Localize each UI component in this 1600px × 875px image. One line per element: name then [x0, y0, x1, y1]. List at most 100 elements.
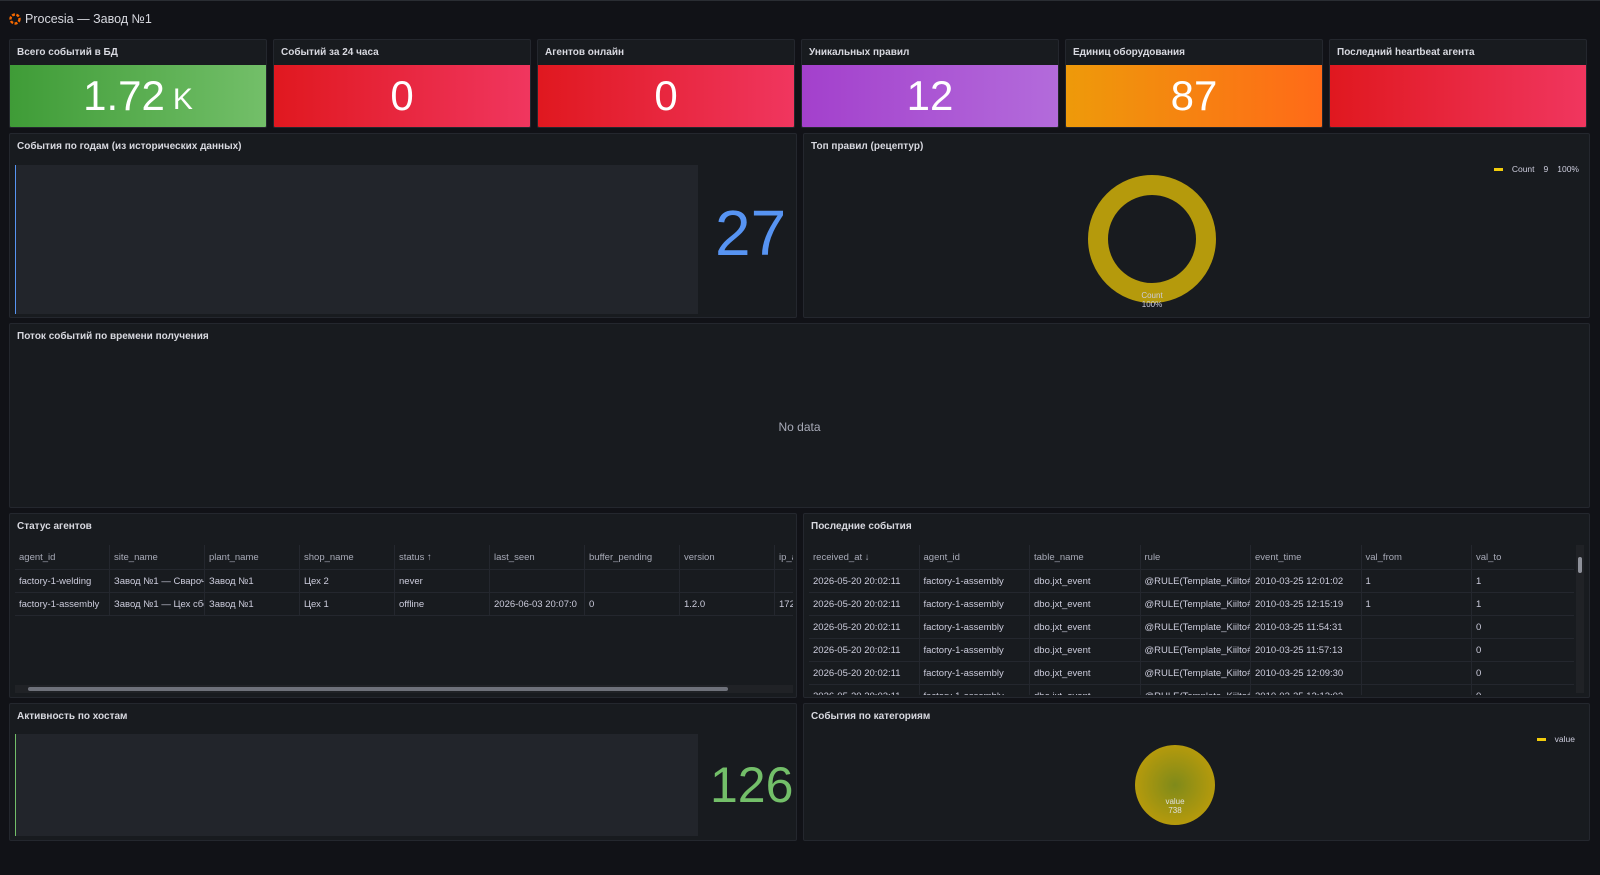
- column-header[interactable]: agent_id: [919, 545, 1030, 570]
- panel-title: Событий за 24 часа: [281, 47, 379, 58]
- column-header[interactable]: last_seen: [489, 545, 585, 570]
- table-cell: 1: [1361, 569, 1472, 593]
- stat-block: 1.72 K: [10, 65, 266, 127]
- column-header[interactable]: rule: [1140, 545, 1251, 570]
- legend-name: value: [1554, 734, 1575, 744]
- hosts-panel: Активность по хостам 126: [9, 703, 797, 841]
- stat-panel: Уникальных правил 12: [801, 39, 1059, 128]
- table-cell: dbo.jxt_event: [1029, 592, 1141, 616]
- pie-chart: value 738: [1135, 745, 1215, 825]
- column-header[interactable]: agent_id: [15, 545, 110, 570]
- table-cell: never: [394, 569, 490, 593]
- sparkline: [15, 165, 698, 314]
- header-row: agent_id site_name plant_name shop_name stat…: [15, 545, 793, 570]
- stat-value: 27: [715, 197, 787, 269]
- column-header[interactable]: val_to: [1471, 545, 1574, 570]
- table-cell: 2010-03-25 12:15:19: [1250, 592, 1362, 616]
- column-header[interactable]: version: [679, 545, 775, 570]
- stat-block: 12: [802, 65, 1058, 127]
- stat-value: 0: [654, 72, 678, 119]
- table-cell: offline: [394, 592, 490, 616]
- header-row: received_at ↓ agent_id table_name rule event…: [809, 545, 1574, 570]
- table-cell: factory-1-assembly: [919, 638, 1030, 662]
- column-header[interactable]: site_name: [109, 545, 205, 570]
- column-header[interactable]: shop_name: [299, 545, 395, 570]
- sparkline: [15, 734, 698, 836]
- table-cell: Завод №1: [204, 569, 300, 593]
- stat-panel: Единиц оборудования 87: [1065, 39, 1323, 128]
- table-cell: Цех 2: [299, 569, 395, 593]
- events-panel: Последние события received_at ↓ agent_id t…: [803, 513, 1590, 698]
- table-cell: @RULE(Template_Kiilto#: [1140, 569, 1251, 593]
- panel-title: Всего событий в БД: [17, 47, 118, 58]
- table-wrap: received_at ↓ agent_id table_name rule event…: [809, 545, 1574, 695]
- panel-title: Уникальных правил: [809, 47, 910, 58]
- stat-unit: K: [172, 83, 193, 116]
- table-cell: 2026-05-20 20:02:11: [809, 661, 920, 685]
- column-header[interactable]: table_name: [1029, 545, 1141, 570]
- stat-block: 87: [1066, 65, 1322, 127]
- column-header[interactable]: event_time: [1250, 545, 1362, 570]
- table-cell: Цех 1: [299, 592, 395, 616]
- stat-panel: Событий за 24 часа 0: [273, 39, 531, 128]
- legend-swatch: [1536, 737, 1546, 741]
- stat-block: 0: [538, 65, 794, 127]
- table-cell: [1361, 661, 1472, 685]
- stat-block: [1330, 65, 1586, 127]
- column-header[interactable]: status ↑: [394, 545, 490, 570]
- table-cell: 2010-03-25 12:01:02: [1250, 569, 1362, 593]
- table-row[interactable]: 2026-05-20 20:02:11factory-1-assemblydbo…: [809, 684, 1574, 695]
- legend-value: 9: [1543, 164, 1549, 174]
- rules-panel: Топ правил (рецептур) Count 9 100% Count…: [803, 133, 1590, 318]
- table-cell: 2026-05-20 20:02:11: [809, 684, 920, 695]
- table-cell: @RULE(Template_Kiilto#: [1140, 684, 1251, 695]
- column-header[interactable]: received_at ↓: [809, 545, 920, 570]
- table-cell: factory-1-welding: [15, 569, 110, 593]
- table-cell: 2026-05-20 20:02:11: [809, 592, 920, 616]
- table-cell: @RULE(Template_Kiilto#: [1140, 592, 1251, 616]
- table-cell: dbo.jxt_event: [1029, 661, 1141, 685]
- column-header[interactable]: buffer_pending: [584, 545, 680, 570]
- dashboard-title[interactable]: Procesia — Завод №1: [25, 12, 152, 26]
- table-cell: Завод №1: [204, 592, 300, 616]
- panel-title: События по категориям: [811, 711, 931, 722]
- table-cell: Завод №1 — Свароч: [109, 569, 205, 593]
- table-cell: 172.1: [774, 592, 793, 616]
- panel-title: События по годам (из исторических данных…: [17, 141, 242, 152]
- table-row[interactable]: factory-1-assembly Завод №1 — Цех сбо Заво…: [15, 592, 793, 616]
- agents-table: agent_id site_name plant_name shop_name stat…: [15, 545, 793, 616]
- stat-value: 126: [710, 757, 794, 813]
- panel-title: Последние события: [811, 521, 912, 532]
- pie-slice[interactable]: [1135, 745, 1215, 825]
- panel-title: Статус агентов: [17, 521, 92, 532]
- column-header[interactable]: ip_ad: [774, 545, 793, 570]
- table-cell: factory-1-assembly: [15, 592, 110, 616]
- stat-panel: Последний heartbeat агента: [1329, 39, 1587, 128]
- v-scrollbar[interactable]: [1576, 545, 1584, 693]
- donut-slice[interactable]: [1088, 175, 1216, 303]
- table-cell: [1361, 638, 1472, 662]
- table-cell: [489, 569, 585, 593]
- table-cell: [774, 569, 793, 593]
- panel-title: Агентов онлайн: [545, 47, 625, 58]
- table-cell: 2010-03-25 11:57:13: [1250, 638, 1362, 662]
- table-cell: 2026-05-20 20:02:11: [809, 569, 920, 593]
- table-cell: 0: [1471, 684, 1574, 695]
- table-wrap: agent_id site_name plant_name shop_name stat…: [15, 545, 793, 675]
- events-table: received_at ↓ agent_id table_name rule event…: [809, 545, 1574, 695]
- scroll-thumb[interactable]: [28, 687, 728, 691]
- panel-title: Поток событий по времени получения: [17, 331, 209, 342]
- scroll-thumb[interactable]: [1578, 557, 1582, 573]
- table-row[interactable]: factory-1-welding Завод №1 — Свароч Завод …: [15, 569, 793, 593]
- legend: Count 9 100%: [1493, 164, 1579, 174]
- column-header[interactable]: val_from: [1361, 545, 1472, 570]
- h-scrollbar[interactable]: [15, 685, 793, 693]
- stat-value: 1.72: [83, 72, 165, 119]
- column-header[interactable]: plant_name: [204, 545, 300, 570]
